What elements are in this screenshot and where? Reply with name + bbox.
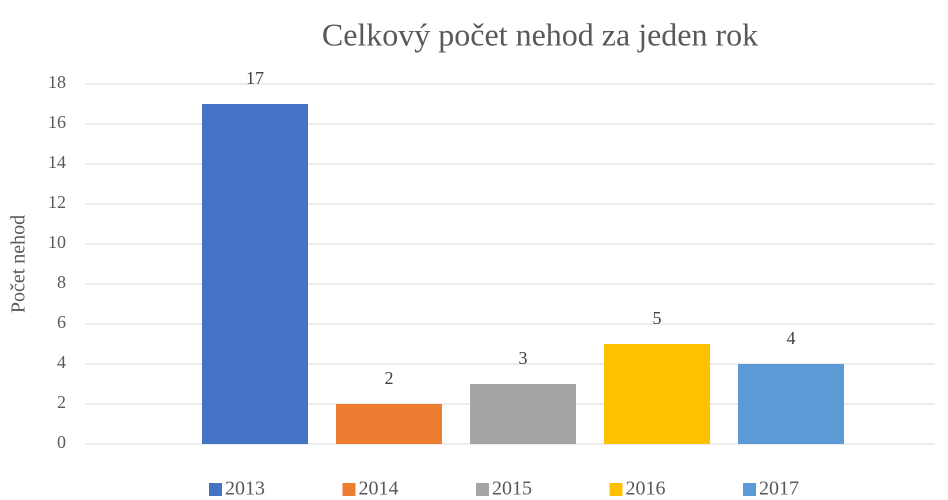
y-tick-label: 2 bbox=[57, 392, 66, 412]
data-label: 3 bbox=[519, 348, 528, 368]
y-tick-label: 12 bbox=[48, 192, 66, 212]
data-label: 4 bbox=[787, 328, 796, 348]
legend-swatch bbox=[209, 483, 222, 496]
y-tick-label: 8 bbox=[57, 272, 66, 292]
y-tick-label: 18 bbox=[48, 72, 66, 92]
legend-swatch bbox=[342, 483, 356, 496]
bar bbox=[202, 104, 308, 444]
bar bbox=[470, 384, 576, 444]
legend-label: 2017 bbox=[759, 478, 799, 500]
y-tick-label: 10 bbox=[48, 232, 66, 252]
legend-swatch bbox=[743, 483, 756, 496]
legend-label: 2016 bbox=[626, 478, 666, 500]
y-tick-label: 6 bbox=[57, 312, 66, 332]
data-label: 17 bbox=[246, 68, 264, 88]
legend-swatch bbox=[476, 483, 489, 496]
bar bbox=[604, 344, 710, 444]
legend-label: 2014 bbox=[359, 478, 399, 500]
y-tick-label: 16 bbox=[48, 112, 66, 132]
bar bbox=[336, 404, 442, 444]
chart-title: Celkový počet nehod za jeden rok bbox=[322, 16, 758, 52]
legend-label: 2015 bbox=[492, 478, 532, 500]
data-label: 5 bbox=[653, 308, 662, 328]
y-tick-label: 0 bbox=[57, 432, 66, 452]
legend-swatch bbox=[609, 483, 623, 496]
data-label: 2 bbox=[385, 368, 394, 388]
y-axis-title: Počet nehod bbox=[8, 215, 30, 313]
y-tick-label: 14 bbox=[48, 152, 66, 172]
bar bbox=[738, 364, 844, 444]
y-tick-label: 4 bbox=[57, 352, 66, 372]
legend-label: 2013 bbox=[225, 478, 265, 500]
